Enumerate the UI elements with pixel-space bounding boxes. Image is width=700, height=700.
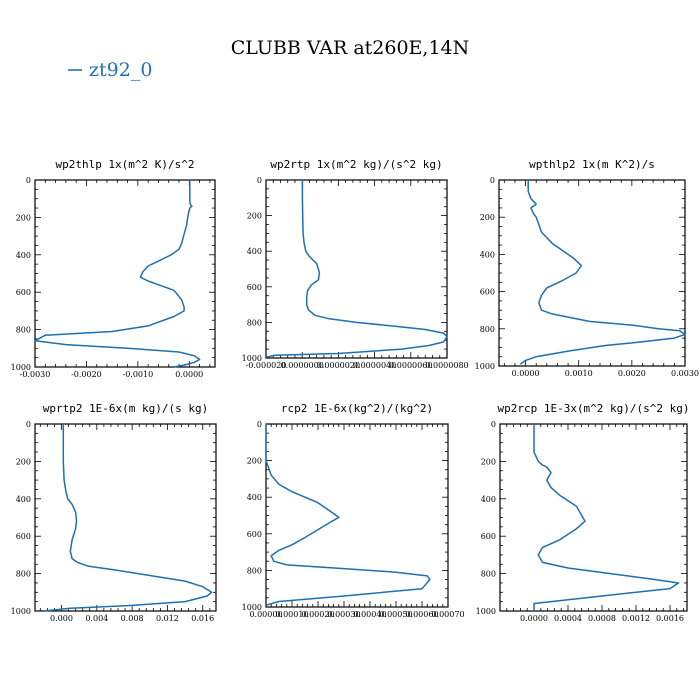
x-tick-label: 0.004 xyxy=(85,614,108,623)
y-tick-label: 600 xyxy=(480,288,495,297)
x-tick-label: 0.00030 xyxy=(327,610,360,619)
series-line xyxy=(519,180,686,365)
panel-2: wp2rtp 1x(m^2 kg)/(s^2 kg) 0 200 400 600 800 1… xyxy=(242,158,469,370)
y-tick-label: 0 xyxy=(257,420,262,429)
y-tick-label: 0 xyxy=(491,420,496,429)
y-tick-label: 200 xyxy=(480,213,495,222)
y-tick-label: 1000 xyxy=(242,354,262,363)
y-tick-label: 400 xyxy=(480,250,495,259)
y-tick-label: 800 xyxy=(247,566,262,575)
y-tick-label: 1000 xyxy=(476,607,496,616)
y-tick-label: 800 xyxy=(247,318,262,327)
panel-title: wp2thlp 1x(m^2 K)/s^2 xyxy=(55,158,194,171)
y-tick-label: 1000 xyxy=(11,607,31,616)
panel-1: wp2thlp 1x(m^2 K)/s^202004006008001000-0… xyxy=(11,158,216,379)
series-line xyxy=(34,180,201,368)
x-tick-label: 0.0000020 xyxy=(317,361,360,370)
x-tick-label: -0.0020 xyxy=(71,370,102,379)
x-tick-label: 0.0010 xyxy=(565,369,593,378)
x-tick-label: 0.00060 xyxy=(405,610,438,619)
x-tick-label: 0.012 xyxy=(156,614,179,623)
y-tick-label: 400 xyxy=(247,247,262,256)
x-tick-label: 0.00020 xyxy=(301,610,334,619)
y-tick-label: 600 xyxy=(16,288,31,297)
series-line xyxy=(265,424,431,606)
legend: zt92_0 xyxy=(68,59,152,81)
y-tick-label: 800 xyxy=(480,325,495,334)
panel-title: rcp2 1E-6x(kg^2)/(kg^2) xyxy=(281,402,433,415)
series-line xyxy=(265,180,448,358)
y-tick-label: 0 xyxy=(490,176,495,185)
y-tick-label: 1000 xyxy=(475,362,495,371)
x-tick-label: 0.00070 xyxy=(431,610,464,619)
x-tick-label: 0.0000 xyxy=(520,614,548,623)
y-tick-label: 200 xyxy=(16,457,31,466)
x-tick-label: 0.016 xyxy=(191,614,214,623)
series-line xyxy=(533,424,680,611)
x-tick-label: 0.0000000 xyxy=(281,361,324,370)
y-tick-label: 800 xyxy=(16,570,31,579)
y-tick-label: 1000 xyxy=(242,603,262,612)
panel-title: wp2rtp 1x(m^2 kg)/(s^2 kg) xyxy=(270,158,442,171)
x-tick-label: 0.008 xyxy=(121,614,144,623)
x-tick-label: 0.00050 xyxy=(379,610,412,619)
x-tick-label: 0.000 xyxy=(50,614,73,623)
y-tick-label: 200 xyxy=(247,212,262,221)
x-tick-label: 0.0004 xyxy=(554,614,582,623)
panel-5: rcp2 1E-6x(kg^2)/(kg^2) 0 200 400 600 800 1000… xyxy=(242,402,465,619)
y-tick-label: 200 xyxy=(16,213,31,222)
x-tick-label: 0.0020 xyxy=(618,369,646,378)
panels: wp2thlp 1x(m^2 K)/s^202004006008001000-0… xyxy=(11,158,699,623)
plot-frame xyxy=(498,179,686,367)
figure-title: CLUBB VAR at260E,14N xyxy=(231,37,470,59)
y-tick-label: 200 xyxy=(481,457,496,466)
plot-frame xyxy=(34,179,216,368)
panel-6: wp2rcp 1E-3x(m^2 kg)/(s^2 kg)0 200 400 600 8… xyxy=(476,402,690,623)
panel-title: wp2rcp 1E-3x(m^2 kg)/(s^2 kg) xyxy=(497,402,689,415)
plot-frame xyxy=(265,423,449,608)
y-tick-label: 1000 xyxy=(11,363,31,372)
y-tick-label: 600 xyxy=(16,532,31,541)
x-tick-label: 0.00000 xyxy=(249,610,282,619)
x-tick-label: 0.0000 xyxy=(512,369,540,378)
x-tick-label: 0.0000040 xyxy=(353,361,396,370)
panel-4: wprtp2 1E-6x(m kg)/(s kg) 0 200 400 600 800 10… xyxy=(11,402,217,623)
y-tick-label: 400 xyxy=(247,493,262,502)
y-tick-label: 0 xyxy=(26,176,31,185)
y-tick-label: 600 xyxy=(247,283,262,292)
y-tick-label: 400 xyxy=(481,495,496,504)
x-tick-label: 0.0000 xyxy=(175,370,203,379)
panel-title: wpthlp2 1x(m K^2)/s xyxy=(529,158,655,171)
y-tick-label: 400 xyxy=(16,251,31,260)
y-tick-label: 800 xyxy=(481,570,496,579)
y-tick-label: 800 xyxy=(16,326,31,335)
y-tick-label: 0 xyxy=(26,420,31,429)
panel-title: wprtp2 1E-6x(m kg)/(s kg) xyxy=(43,402,209,415)
y-tick-label: 400 xyxy=(16,495,31,504)
series-line xyxy=(43,424,213,612)
y-tick-label: 200 xyxy=(247,457,262,466)
panel-3: wpthlp2 1x(m K^2)/s 0 200 400 600 800 1000 0.00… xyxy=(475,158,699,378)
x-tick-label: 0.0016 xyxy=(656,614,684,623)
x-tick-label: 0.0008 xyxy=(588,614,616,623)
x-tick-label: 0.00010 xyxy=(275,610,308,619)
plot-frame xyxy=(499,423,688,612)
x-tick-label: 0.0030 xyxy=(671,369,699,378)
y-tick-label: 600 xyxy=(247,530,262,539)
x-tick-label: -0.0030 xyxy=(20,370,51,379)
x-tick-label: 0.0000060 xyxy=(389,361,432,370)
x-tick-label: -0.000020 xyxy=(246,361,287,370)
x-tick-label: -0.0010 xyxy=(123,370,154,379)
y-tick-label: 600 xyxy=(481,532,496,541)
y-tick-label: 0 xyxy=(257,176,262,185)
plot-frame xyxy=(265,179,448,359)
x-tick-label: 0.0000080 xyxy=(425,361,468,370)
legend-label: zt92_0 xyxy=(89,59,152,81)
x-tick-label: 0.0012 xyxy=(622,614,650,623)
x-tick-label: 0.00040 xyxy=(353,610,386,619)
